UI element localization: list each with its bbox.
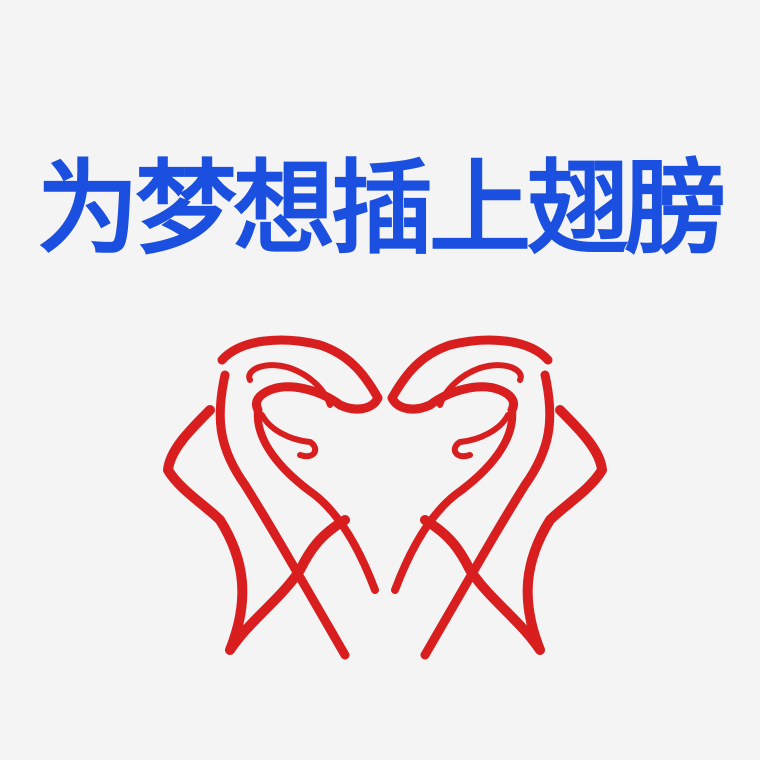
right-hand-fingers	[387, 335, 553, 415]
right-hand-wrist	[420, 370, 555, 660]
left-hand-finger-curl-2	[259, 412, 319, 460]
left-hand-finger-curl	[246, 362, 333, 408]
right-hand-heart-inner	[391, 406, 517, 594]
left-hand-fingers	[217, 335, 383, 415]
left-hand-wrist	[215, 370, 350, 660]
headline-title: 为梦想插上翅膀	[37, 150, 727, 269]
left-hand-heart-inner	[253, 406, 379, 594]
right-hand-finger-curl-2	[451, 412, 511, 460]
right-hand-finger-curl	[437, 362, 524, 408]
heart-hands-icon	[163, 335, 607, 660]
heart-hands-logo	[150, 320, 620, 665]
